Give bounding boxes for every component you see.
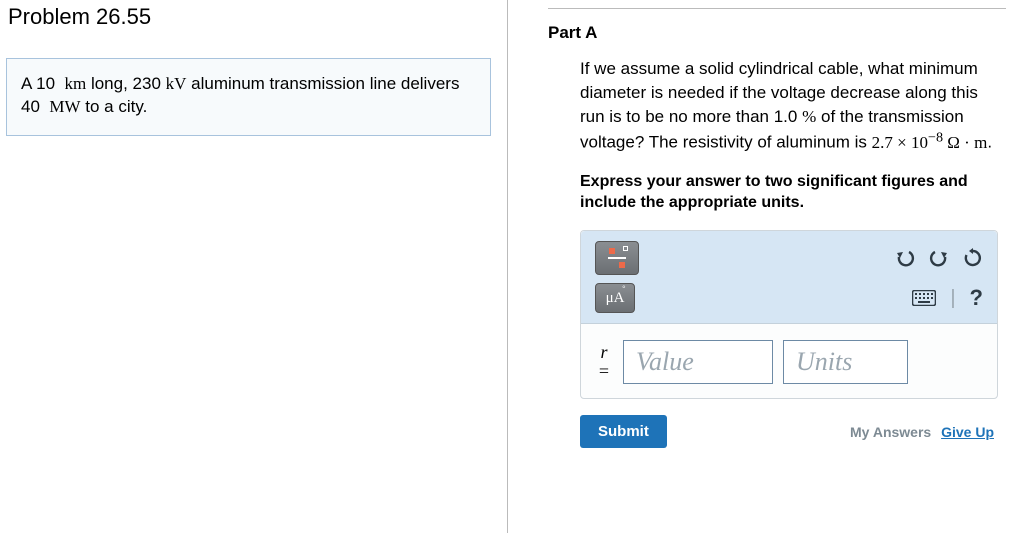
problem-title: Problem 26.55: [6, 4, 491, 30]
format-button[interactable]: [595, 241, 639, 275]
left-pane: Problem 26.55 A 10 km long, 230 kV alumi…: [0, 0, 508, 533]
help-button[interactable]: ?: [970, 285, 983, 311]
variable-symbol: r: [595, 343, 613, 362]
my-answers-label: My Answers: [850, 424, 931, 440]
undo-icon[interactable]: [895, 249, 915, 267]
variable-label: r =: [595, 343, 613, 381]
give-up-link[interactable]: Give Up: [941, 424, 994, 440]
part-label: Part A: [548, 23, 1006, 43]
redo-icon[interactable]: [929, 249, 949, 267]
input-row: r = Value Units: [581, 324, 997, 384]
equals-sign: =: [595, 362, 613, 381]
reset-icon[interactable]: [963, 248, 983, 268]
action-row: Submit My Answers Give Up: [580, 415, 998, 448]
toolbar: μA° | ?: [581, 231, 997, 324]
divider: [548, 8, 1006, 9]
answer-links: My Answers Give Up: [850, 424, 994, 440]
fraction-exponent-icon: [606, 248, 628, 268]
units-input[interactable]: Units: [783, 340, 908, 384]
answer-widget: μA° | ? r = Value Units: [580, 230, 998, 399]
problem-statement-box: A 10 km long, 230 kV aluminum transmissi…: [6, 58, 491, 136]
mu-angstrom-icon: μA°: [606, 290, 625, 307]
value-input[interactable]: Value: [623, 340, 773, 384]
question-body: If we assume a solid cylindrical cable, …: [548, 57, 1006, 448]
answer-instruction: Express your answer to two significant f…: [580, 171, 998, 214]
submit-button[interactable]: Submit: [580, 415, 667, 448]
separator: |: [950, 287, 955, 310]
keyboard-icon[interactable]: [912, 290, 936, 306]
right-pane: Part A If we assume a solid cylindrical …: [508, 0, 1024, 533]
question-text: If we assume a solid cylindrical cable, …: [580, 57, 998, 155]
symbols-button[interactable]: μA°: [595, 283, 635, 313]
problem-statement-text: A 10 km long, 230 kV aluminum transmissi…: [21, 74, 459, 116]
